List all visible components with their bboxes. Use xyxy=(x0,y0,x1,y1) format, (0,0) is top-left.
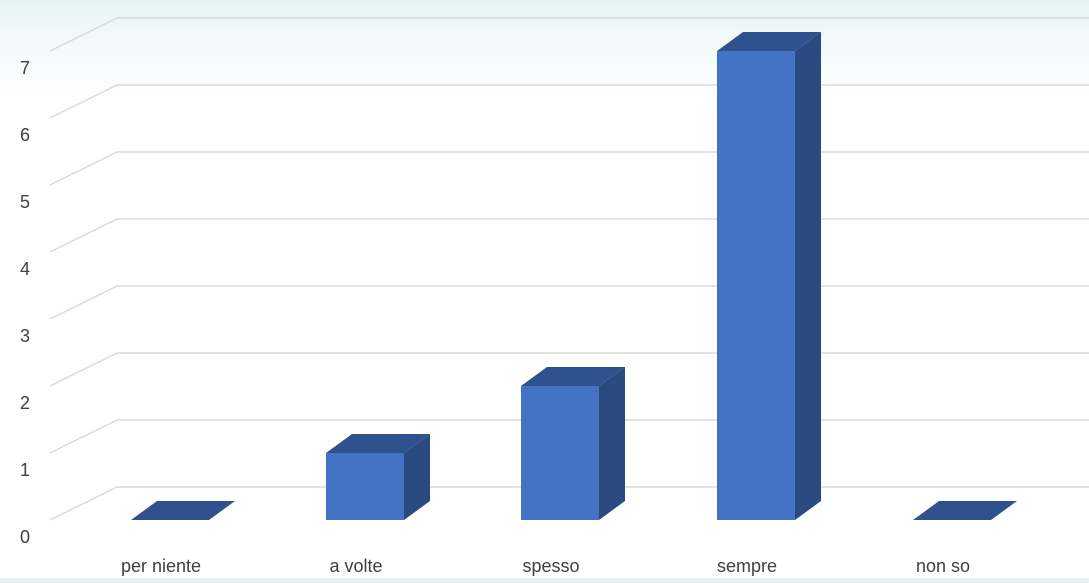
y-tick-label: 2 xyxy=(20,393,30,413)
gridline xyxy=(49,151,1089,186)
bar-side xyxy=(404,434,430,520)
bar-2 xyxy=(521,367,625,520)
bar-top xyxy=(131,501,235,520)
x-tick-label: sempre xyxy=(717,556,777,576)
x-tick-label: per niente xyxy=(121,556,201,576)
y-tick-label: 4 xyxy=(20,259,30,279)
y-tick-label: 3 xyxy=(20,326,30,346)
gridline xyxy=(49,218,1089,253)
gridline xyxy=(49,17,1089,52)
gridline xyxy=(49,84,1089,119)
gridline xyxy=(49,285,1089,320)
bar-side xyxy=(795,32,821,520)
y-axis-ticks: 0 1 2 3 4 5 6 7 xyxy=(20,58,30,547)
bar-0 xyxy=(131,501,235,520)
gridline xyxy=(49,352,1089,387)
y-tick-label: 6 xyxy=(20,125,30,145)
bar-1 xyxy=(326,434,430,520)
bar-4 xyxy=(913,501,1017,520)
x-tick-label: non so xyxy=(916,556,970,576)
bar-top xyxy=(913,501,1017,520)
bars xyxy=(131,32,1017,520)
bar-front xyxy=(717,51,795,520)
y-tick-label: 1 xyxy=(20,460,30,480)
gridlines xyxy=(49,17,1089,521)
bar-3 xyxy=(717,32,821,520)
x-tick-label: spesso xyxy=(522,556,579,576)
bar-side xyxy=(599,367,625,520)
y-tick-label: 7 xyxy=(20,58,30,78)
bar-top xyxy=(521,367,625,386)
y-tick-label: 5 xyxy=(20,192,30,212)
x-axis-ticks: per niente a volte spesso sempre non so xyxy=(121,556,970,576)
y-tick-label: 0 xyxy=(20,527,30,547)
bar-front xyxy=(326,453,404,520)
x-tick-label: a volte xyxy=(329,556,382,576)
bar-top xyxy=(326,434,430,453)
bar-front xyxy=(521,386,599,520)
bar-top xyxy=(717,32,821,51)
